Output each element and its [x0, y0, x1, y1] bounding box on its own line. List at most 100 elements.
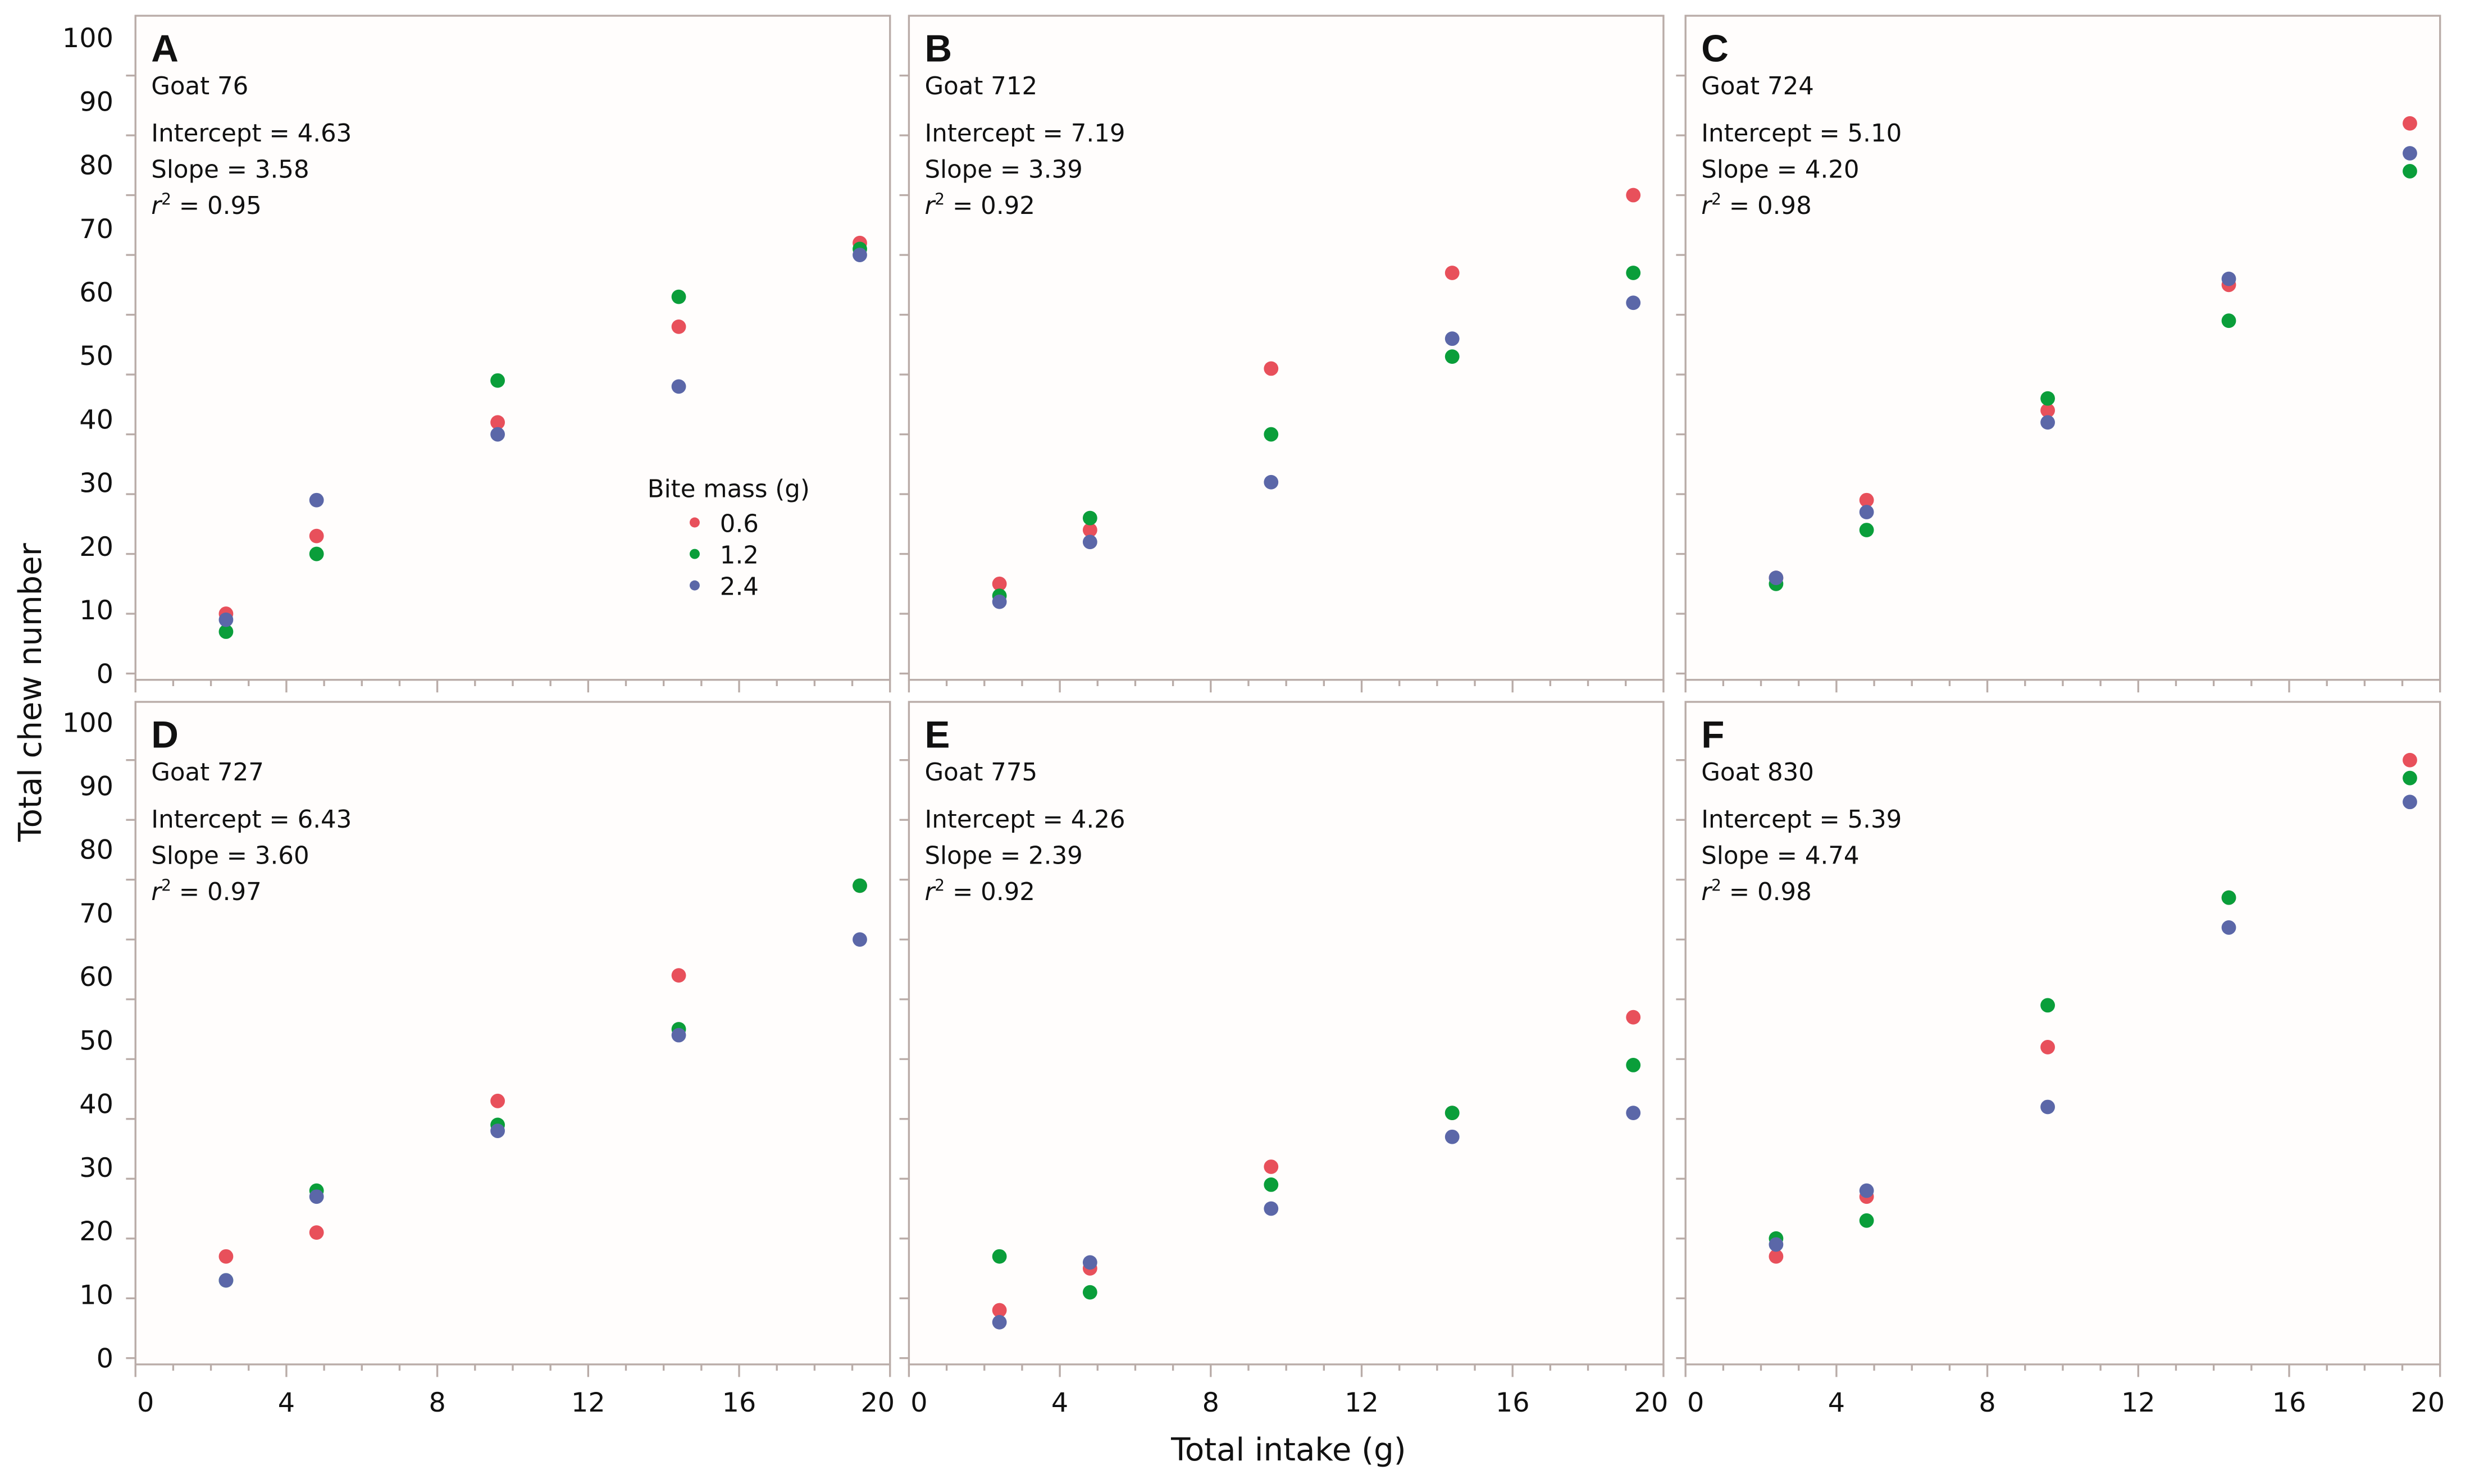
y-tick-label: 50	[79, 341, 113, 372]
y-tick-label: 80	[79, 835, 113, 866]
r-symbol: r	[151, 878, 163, 906]
data-point-1_2	[1444, 1106, 1460, 1121]
intercept-text: Intercept = 4.63	[151, 120, 352, 148]
data-point-2_4	[1859, 505, 1874, 519]
data-point-0_6	[2403, 752, 2417, 768]
data-point-1_2	[1859, 523, 1874, 537]
goat-id: Goat 830	[1701, 759, 1814, 787]
y-tick-label: 0	[97, 1344, 113, 1375]
data-point-0_6	[1444, 266, 1460, 280]
x-tick-label: 20	[2410, 1387, 2445, 1418]
data-point-2_4	[1626, 1106, 1641, 1121]
data-point-2_4	[1264, 474, 1279, 490]
y-tick-label: 60	[79, 277, 113, 308]
data-point-2_4	[309, 1189, 324, 1204]
plot-area	[134, 15, 891, 681]
x-tick-label: 0	[137, 1387, 154, 1418]
x-tick-label: 16	[1496, 1387, 1530, 1418]
legend-entry: 1.2	[720, 541, 759, 569]
data-point-1_2	[309, 546, 324, 561]
r-symbol: r	[151, 192, 163, 220]
panel-letter: E	[924, 714, 950, 756]
data-point-2_4	[1859, 1183, 1874, 1198]
data-point-2_4	[1626, 295, 1641, 311]
panel-letter: A	[151, 28, 179, 70]
data-point-1_2	[2403, 770, 2417, 786]
data-point-2_4	[992, 594, 1007, 609]
legend-entry: 0.6	[720, 510, 759, 538]
data-point-2_4	[490, 427, 505, 442]
data-point-0_6	[309, 528, 324, 544]
y-tick-label: 70	[79, 214, 113, 245]
data-point-1_2	[1859, 1213, 1874, 1228]
x-axis-label: Total intake (g)	[1170, 1432, 1406, 1468]
plot-area	[1684, 701, 2441, 1366]
data-point-1_2	[1082, 1285, 1097, 1300]
y-tick-label: 70	[79, 898, 113, 929]
slope-text: Slope = 4.20	[1701, 156, 1859, 184]
r-exponent: 2	[1711, 190, 1721, 208]
data-point-1_2	[671, 289, 686, 304]
x-tick-label: 16	[2272, 1387, 2307, 1418]
data-point-2_4	[2221, 920, 2236, 935]
r-symbol: r	[1701, 192, 1713, 220]
goat-id: Goat 712	[924, 72, 1037, 101]
y-tick-label: 30	[79, 1153, 113, 1184]
slope-text: Slope = 3.39	[924, 156, 1082, 184]
data-point-2_4	[218, 612, 234, 627]
y-tick-label: 60	[79, 962, 113, 993]
r-exponent: 2	[161, 876, 171, 894]
data-point-2_4	[2403, 146, 2417, 161]
data-point-2_4	[1769, 570, 1784, 586]
legend-marker	[689, 580, 700, 591]
r-squared-text: r2 = 0.98	[1701, 876, 1811, 906]
x-tick-label: 20	[860, 1387, 895, 1418]
data-point-2_4	[1264, 1201, 1279, 1216]
y-tick-label: 90	[79, 771, 113, 802]
plot-area	[134, 701, 891, 1366]
data-point-1_2	[490, 373, 505, 388]
r-squared-text: r2 = 0.92	[924, 190, 1035, 220]
data-point-1_2	[1626, 1058, 1641, 1072]
plot-area	[908, 701, 1665, 1366]
r-squared-text: r2 = 0.95	[151, 190, 261, 220]
x-tick-label: 0	[1687, 1387, 1704, 1418]
data-point-0_6	[671, 319, 686, 334]
x-tick-label: 16	[722, 1387, 757, 1418]
r-squared-value: = 0.92	[945, 192, 1035, 220]
data-point-0_6	[1626, 1010, 1641, 1025]
panel-letter: B	[924, 28, 952, 70]
y-tick-label: 10	[79, 1280, 113, 1311]
data-point-1_2	[1264, 427, 1279, 442]
slope-text: Slope = 4.74	[1701, 842, 1859, 870]
r-exponent: 2	[161, 190, 171, 208]
data-point-1_2	[2221, 313, 2236, 328]
data-point-2_4	[853, 248, 867, 262]
goat-id: Goat 775	[924, 759, 1037, 787]
data-point-2_4	[1769, 1237, 1784, 1252]
data-point-1_2	[2403, 164, 2417, 179]
data-point-0_6	[2040, 1040, 2055, 1054]
r-squared-value: = 0.98	[1721, 192, 1812, 220]
data-point-2_4	[2040, 415, 2055, 430]
y-tick-label: 50	[79, 1025, 113, 1056]
legend: Bite mass (g) 0.6 1.2 2.4	[648, 476, 810, 601]
panel-letter: F	[1701, 714, 1724, 756]
data-point-2_4	[490, 1124, 505, 1138]
slope-text: Slope = 2.39	[924, 842, 1082, 870]
data-point-1_2	[1264, 1177, 1279, 1192]
data-point-2_4	[671, 1028, 686, 1043]
plot-area	[1684, 15, 2441, 681]
data-point-0_6	[1264, 1159, 1279, 1174]
intercept-text: Intercept = 5.10	[1701, 120, 1902, 148]
data-point-2_4	[218, 1273, 234, 1288]
x-tick-label: 20	[1634, 1387, 1669, 1418]
data-point-1_2	[2040, 391, 2055, 406]
y-tick-label: 0	[97, 659, 113, 690]
data-point-0_6	[2040, 403, 2055, 418]
data-point-0_6	[1082, 523, 1097, 537]
data-point-2_4	[1444, 1129, 1460, 1144]
data-point-2_4	[1082, 535, 1097, 550]
